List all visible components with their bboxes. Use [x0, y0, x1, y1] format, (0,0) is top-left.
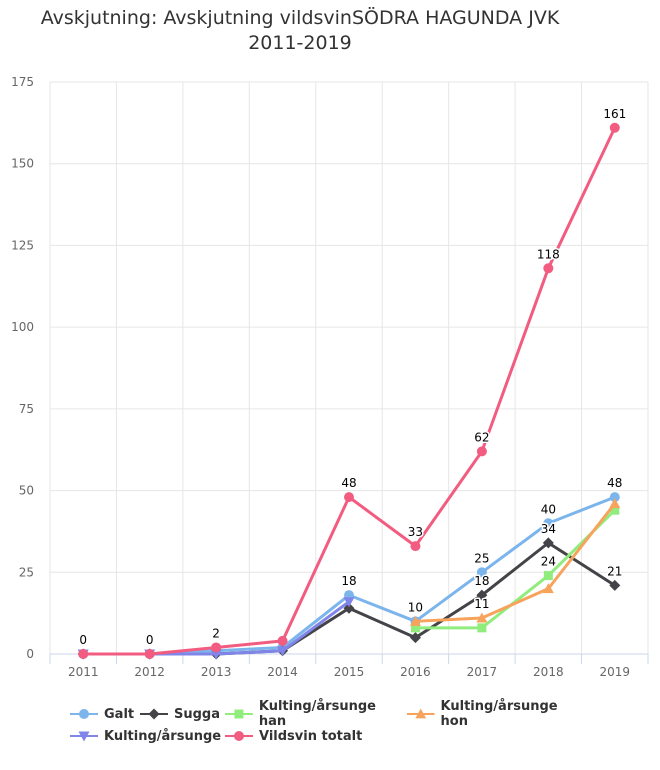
y-tick-label: 25 [19, 565, 34, 579]
series-5 [78, 122, 620, 659]
legend-item-kulting-hon[interactable]: Kulting/årsunge hon [407, 699, 587, 729]
legend-marker [78, 731, 90, 742]
x-tick-label: 2018 [533, 665, 564, 679]
legend-row: Galt Sugga Kulting/årsunge han Kulting/å… [70, 699, 630, 729]
legend-label: Kulting/årsunge han [258, 699, 376, 729]
data-point [610, 505, 620, 515]
legend-marker [79, 709, 89, 719]
data-point [410, 623, 420, 633]
chart-title-line1: Avskjutning: Avskjutning vildsvinSÖDRA H… [40, 7, 560, 29]
data-point [409, 632, 421, 644]
legend-item-kulting[interactable]: Kulting/årsunge [70, 729, 225, 744]
data-point [344, 492, 354, 503]
data-point [542, 537, 554, 549]
data-label: 0 [79, 633, 87, 647]
legend-marker [234, 709, 244, 719]
y-tick-label: 100 [11, 320, 34, 334]
x-tick-label: 2017 [467, 665, 498, 679]
data-label: 18 [341, 574, 356, 588]
data-label: 11 [474, 597, 489, 611]
data-point [476, 612, 488, 623]
data-label: 62 [474, 430, 489, 444]
data-label: 24 [541, 555, 556, 569]
x-tick-label: 2013 [201, 665, 232, 679]
data-label: 33 [408, 525, 423, 539]
series-line [415, 502, 616, 623]
legend-label: Kulting/årsunge [104, 728, 222, 744]
y-tick-label: 175 [11, 75, 34, 89]
data-point [609, 492, 620, 503]
legend-label: Vildsvin totalt [259, 728, 363, 744]
legend-marker [234, 731, 244, 741]
x-tick-label: 2016 [400, 665, 431, 679]
legend-row: Kulting/årsunge Vildsvin totalt [70, 725, 630, 747]
legend-marker-circle-icon [70, 709, 98, 719]
data-point [410, 541, 421, 552]
legend-label: Galt [104, 706, 135, 722]
data-label: 40 [541, 502, 556, 516]
data-point [543, 571, 553, 581]
y-tick-label: 150 [11, 157, 34, 171]
x-tick-label: 2012 [134, 665, 165, 679]
chart-title: Avskjutning: Avskjutning vildsvinSÖDRA H… [0, 6, 600, 56]
legend-marker [148, 708, 160, 720]
y-tick-label: 0 [26, 647, 34, 661]
legend-item-vildsvin-totalt[interactable]: Vildsvin totalt [225, 729, 405, 744]
data-point [476, 589, 488, 601]
data-point [78, 649, 89, 659]
data-label: 2 [212, 626, 220, 640]
legend-marker-diamond-icon [140, 708, 168, 720]
legend-label: Kulting/årsunge hon [440, 699, 558, 729]
data-point [210, 649, 222, 660]
data-label: 48 [341, 476, 356, 490]
chart-title-line2: 2011-2019 [248, 32, 352, 54]
y-tick-label: 75 [19, 402, 34, 416]
data-point [211, 642, 222, 653]
data-point [477, 623, 487, 633]
data-point [343, 597, 355, 608]
legend-label: Sugga [174, 706, 221, 722]
legend-marker-square-icon [225, 709, 253, 719]
legend-item-kulting-han[interactable]: Kulting/årsunge han [225, 699, 407, 729]
legend-marker-triangle-down-icon [70, 731, 98, 742]
data-point [543, 263, 554, 274]
data-point [542, 583, 554, 594]
legend-marker [415, 708, 427, 719]
data-point [476, 446, 487, 457]
data-point [609, 579, 621, 591]
x-tick-label: 2011 [68, 665, 99, 679]
data-point [144, 649, 155, 659]
data-label: 118 [537, 247, 560, 261]
data-point [609, 498, 621, 509]
data-point [476, 567, 487, 578]
legend-marker-triangle-icon [407, 708, 435, 719]
data-point [409, 615, 421, 626]
data-label: 161 [603, 107, 626, 121]
y-tick-label: 50 [19, 484, 34, 498]
data-point [609, 122, 620, 133]
data-label: 18 [474, 574, 489, 588]
legend-item-galt[interactable]: Galt [70, 707, 140, 722]
series-3 [409, 498, 621, 626]
data-point [277, 635, 288, 646]
data-point [277, 646, 289, 657]
x-tick-label: 2015 [334, 665, 365, 679]
data-label: 34 [541, 522, 556, 536]
data-label: 21 [607, 564, 622, 578]
legend-item-sugga[interactable]: Sugga [140, 707, 225, 722]
x-tick-label: 2014 [267, 665, 298, 679]
legend: Galt Sugga Kulting/årsunge han Kulting/å… [70, 699, 630, 747]
y-tick-label: 125 [11, 238, 34, 252]
data-point [543, 518, 554, 529]
data-label: 0 [146, 633, 154, 647]
data-label: 10 [408, 600, 423, 614]
data-label: 48 [607, 476, 622, 490]
x-tick-label: 2019 [600, 665, 631, 679]
legend-marker-circle-icon [225, 731, 253, 741]
data-label: 25 [474, 551, 489, 565]
